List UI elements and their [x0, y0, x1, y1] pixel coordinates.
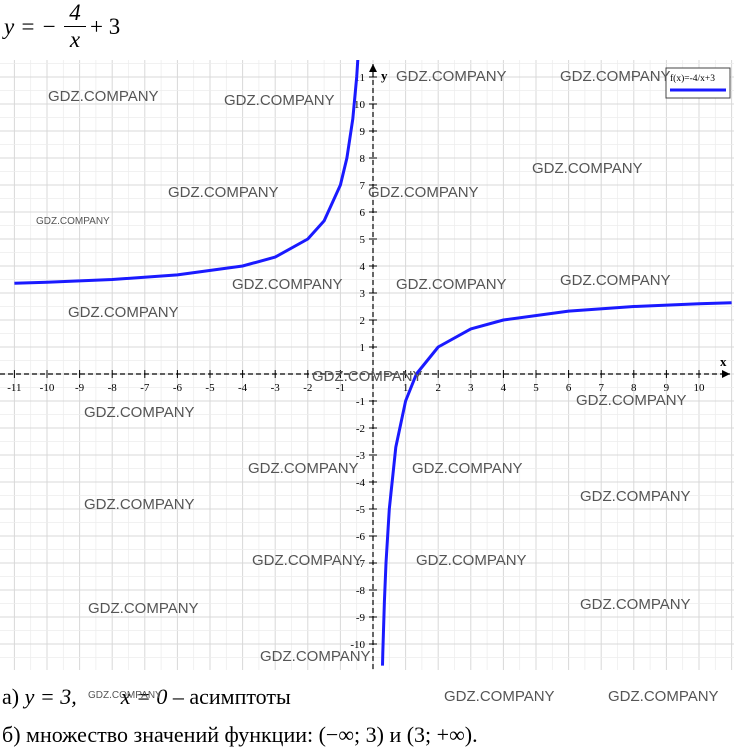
- answer-a: а) y = 3, x = 0 – асимптоты: [2, 684, 291, 710]
- y-tick-label: 11: [354, 72, 365, 84]
- y-tick-label: 2: [360, 315, 366, 327]
- x-tick-label: -8: [108, 382, 118, 394]
- watermark: GDZ.COMPANY: [396, 276, 507, 293]
- watermark: GDZ.COMPANY: [560, 68, 671, 85]
- y-tick-label: 7: [360, 180, 366, 192]
- x-tick-label: 7: [598, 382, 604, 394]
- watermark: GDZ.COMPANY: [252, 552, 363, 569]
- y-tick-label: -2: [356, 423, 365, 435]
- x-tick-label: 8: [631, 382, 637, 394]
- x-tick-label: 5: [533, 382, 539, 394]
- watermark: GDZ.COMPANY: [312, 368, 423, 385]
- x-tick-label: -7: [140, 382, 150, 394]
- y-tick-label: -10: [350, 639, 365, 651]
- x-tick-label: -10: [40, 382, 55, 394]
- x-tick-label: 2: [435, 382, 441, 394]
- y-tick-label: 5: [360, 234, 366, 246]
- watermark: GDZ.COMPANY: [444, 688, 555, 705]
- watermark: GDZ.COMPANY: [168, 184, 279, 201]
- x-tick-label: 6: [566, 382, 572, 394]
- watermark: GDZ.COMPANY: [576, 392, 687, 409]
- answer-a-y: y = 3,: [24, 684, 77, 709]
- watermark: GDZ.COMPANY: [36, 216, 110, 227]
- y-tick-label: -4: [356, 477, 366, 489]
- watermark: GDZ.COMPANY: [68, 304, 179, 321]
- y-tick-label: -7: [356, 558, 366, 570]
- watermark: GDZ.COMPANY: [260, 648, 371, 665]
- x-tick-label: -3: [271, 382, 281, 394]
- legend-label: f(x)=-4/x+3: [670, 73, 715, 84]
- y-tick-label: 4: [360, 261, 366, 273]
- y-tick-label: 3: [360, 288, 366, 300]
- x-tick-label: 1: [403, 382, 409, 394]
- y-tick-label: -6: [356, 531, 366, 543]
- function-graph: xy-11 -10 -9 -8 -7 -6 -5 -4 -3 -2 -1 1 2 3 4 5 6 7 8 9 10111…: [0, 60, 734, 670]
- answer-b: б) множество значений функции: (−∞; 3) и…: [2, 722, 478, 747]
- function-curve-branch-1: [14, 60, 360, 285]
- x-tick-label: -6: [173, 382, 183, 394]
- y-tick-label: -1: [356, 396, 365, 408]
- watermark: GDZ.COMPANY: [88, 600, 199, 617]
- x-tick-label: -11: [7, 382, 21, 394]
- y-tick-label: 10: [354, 99, 366, 111]
- watermark: GDZ.COMPANY: [88, 690, 162, 701]
- watermark: GDZ.COMPANY: [368, 184, 479, 201]
- x-axis-label: x: [720, 354, 727, 369]
- y-tick-label: -3: [356, 450, 366, 462]
- watermark: GDZ.COMPANY: [232, 276, 343, 293]
- formula-fraction: 4 x: [64, 0, 86, 53]
- x-tick-label: 9: [664, 382, 670, 394]
- watermark: GDZ.COMPANY: [580, 596, 691, 613]
- y-tick-label: -9: [356, 612, 366, 624]
- x-tick-label: -1: [336, 382, 345, 394]
- watermark: GDZ.COMPANY: [248, 460, 359, 477]
- x-tick-label: 10: [694, 382, 706, 394]
- x-tick-label: -5: [205, 382, 215, 394]
- y-tick-label: -8: [356, 585, 366, 597]
- y-tick-label: 6: [360, 207, 366, 219]
- x-tick-label: -4: [238, 382, 248, 394]
- y-tick-label: -5: [356, 504, 366, 516]
- y-tick-label: 9: [360, 126, 366, 138]
- y-tick-label: 1: [360, 342, 366, 354]
- formula-rhs: + 3: [90, 14, 121, 39]
- watermark: GDZ.COMPANY: [532, 160, 643, 177]
- answer-a-x: x = 0: [120, 684, 168, 709]
- watermark: GDZ.COMPANY: [84, 404, 195, 421]
- watermark: GDZ.COMPANY: [396, 68, 507, 85]
- x-tick-label: -9: [75, 382, 85, 394]
- x-tick-label: 4: [501, 382, 507, 394]
- y-axis-arrow: [369, 64, 377, 72]
- x-tick-label: 3: [468, 382, 474, 394]
- watermark: GDZ.COMPANY: [608, 688, 719, 705]
- y-tick-label: 8: [360, 153, 366, 165]
- watermark: GDZ.COMPANY: [224, 92, 335, 109]
- watermark: GDZ.COMPANY: [412, 460, 523, 477]
- formula-lhs: y = −: [4, 14, 57, 39]
- x-axis-arrow: [722, 370, 730, 378]
- formula-denominator: x: [69, 27, 81, 52]
- watermark: GDZ.COMPANY: [48, 88, 159, 105]
- formula-numerator: 4: [69, 0, 81, 25]
- watermark: GDZ.COMPANY: [580, 488, 691, 505]
- function-formula: y = − 4 x + 3: [2, 0, 162, 58]
- answer-a-suffix: – асимптоты: [167, 684, 291, 709]
- function-curve-branch-2: [381, 301, 732, 666]
- watermark: GDZ.COMPANY: [84, 496, 195, 513]
- legend-box: [665, 67, 731, 99]
- x-tick-label: -2: [303, 382, 312, 394]
- fraction-bar: [64, 26, 86, 27]
- watermark: GDZ.COMPANY: [416, 552, 527, 569]
- answer-a-prefix: а): [2, 684, 25, 709]
- y-axis-label: y: [381, 68, 388, 83]
- watermark: GDZ.COMPANY: [560, 272, 671, 289]
